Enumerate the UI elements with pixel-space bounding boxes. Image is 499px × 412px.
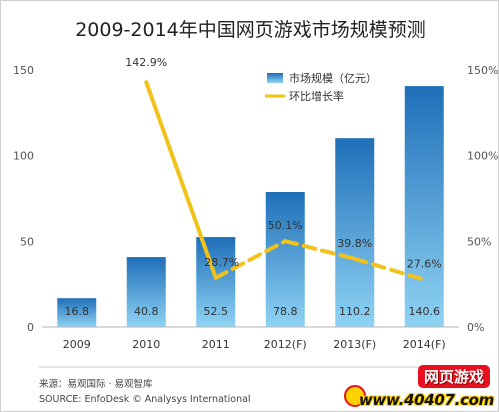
watermark-logo: 网页游戏 www.40407.com — [344, 365, 494, 409]
chart-title: 2009-2014年中国网页游戏市场规模预测 — [75, 19, 426, 41]
growth-line-segment — [283, 239, 357, 261]
y2-tick-label: 0% — [467, 321, 484, 334]
x-tick-label: 2012(F) — [264, 338, 307, 351]
bar-value-label: 140.6 — [409, 305, 441, 318]
legend-bar-label: 市场规模（亿元） — [289, 71, 377, 85]
legend-bar-swatch — [267, 73, 283, 83]
y2-tick-label: 100% — [467, 150, 498, 163]
bar-value-label: 40.8 — [134, 305, 159, 318]
y-tick-label: 0 — [27, 321, 34, 334]
mascot-icon — [344, 385, 366, 407]
y2-tick-label: 50% — [467, 235, 491, 248]
y-tick-label: 100 — [13, 150, 34, 163]
growth-line-segment — [144, 80, 218, 280]
bar — [196, 237, 236, 327]
line-value-label: 39.8% — [337, 237, 372, 250]
y-tick-label: 50 — [20, 235, 34, 248]
x-tick-label: 2014(F) — [403, 338, 446, 351]
line-value-label: 28.7% — [204, 256, 239, 269]
watermark-url-text: www.40407.com — [358, 391, 494, 409]
x-tick-label: 2010 — [132, 338, 160, 351]
watermark-top-text: 网页游戏 — [417, 365, 490, 388]
growth-line-segment — [352, 256, 427, 282]
source-line-en: SOURCE: EnfoDesk © Analysys Internationa… — [39, 394, 251, 405]
line-value-label: 27.6% — [407, 258, 442, 271]
bar-value-label: 110.2 — [339, 305, 371, 318]
y2-tick-label: 150% — [467, 64, 498, 77]
line-value-label: 142.9% — [125, 56, 167, 69]
source-line-cn: 来源：易观国际 · 易观智库 — [39, 379, 153, 390]
bar — [404, 86, 444, 327]
x-tick-label: 2011 — [202, 338, 230, 351]
growth-line-segment — [213, 239, 288, 280]
bar-value-label: 52.5 — [204, 305, 229, 318]
x-tick-label: 2013(F) — [333, 338, 376, 351]
bar-value-label: 78.8 — [273, 305, 298, 318]
y-tick-label: 150 — [13, 64, 34, 77]
source-note: 来源：易观国际 · 易观智库 SOURCE: EnfoDesk © Analys… — [39, 377, 251, 407]
bar — [57, 298, 97, 327]
bar — [126, 257, 166, 327]
bar — [265, 191, 305, 327]
bar — [335, 138, 375, 327]
x-tick-label: 2009 — [63, 338, 91, 351]
legend-line-label: 环比增长率 — [289, 89, 344, 103]
line-value-label: 50.1% — [268, 219, 303, 232]
bar-value-label: 16.8 — [65, 305, 90, 318]
